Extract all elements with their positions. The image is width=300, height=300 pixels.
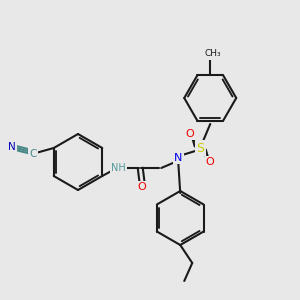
Text: S: S: [196, 142, 204, 154]
Text: CH₃: CH₃: [205, 50, 222, 58]
Text: O: O: [206, 157, 214, 167]
Text: N: N: [174, 153, 182, 163]
Text: N: N: [8, 142, 16, 152]
Text: C: C: [29, 149, 36, 159]
Text: O: O: [138, 182, 147, 192]
Text: O: O: [186, 129, 195, 139]
Text: NH: NH: [111, 163, 126, 173]
